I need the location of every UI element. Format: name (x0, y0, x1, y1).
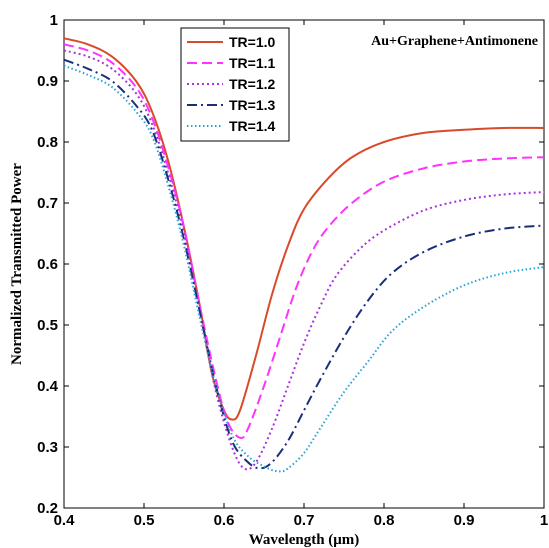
y-tick-label: 0.9 (37, 73, 58, 90)
x-tick-label: 1 (540, 512, 548, 529)
series-line-2 (63, 49, 545, 471)
y-axis-label: Normalized Transmitted Power (9, 163, 25, 365)
y-tick-label: 0.2 (37, 500, 58, 517)
y-tick-label: 0.6 (37, 256, 58, 273)
series-line-3 (63, 58, 545, 470)
x-axis-label: Wavelength (μm) (249, 532, 360, 548)
legend-label: TR=1.1 (229, 55, 276, 71)
axis-ticks: 0.4 0.5 0.6 0.7 0.8 0.9 1 0.2 0.3 0.4 0.5 0.6 0.7 0.8… (37, 12, 548, 529)
x-tick-label: 0.5 (134, 512, 155, 529)
y-tick-label: 0.8 (37, 134, 58, 151)
x-tick-label: 0.7 (294, 512, 315, 529)
legend-label: TR=1.3 (229, 97, 276, 113)
legend-label: TR=1.0 (229, 34, 276, 50)
chart-annotation: Au+Graphene+Antimonene (371, 34, 538, 49)
y-tick-label: 0.5 (37, 317, 58, 334)
x-tick-label: 0.4 (54, 512, 76, 529)
series-line-4 (63, 64, 545, 473)
legend-label: TR=1.4 (229, 118, 276, 134)
legend: TR=1.0 TR=1.1 TR=1.2 TR=1.3 TR=1.4 (180, 27, 290, 142)
y-tick-label: 0.4 (37, 378, 59, 395)
x-tick-label: 0.8 (374, 512, 395, 529)
x-tick-label: 0.9 (454, 512, 475, 529)
y-tick-label: 1 (50, 12, 58, 29)
series-line-0 (63, 37, 545, 421)
x-tick-label: 0.6 (214, 512, 235, 529)
series-line-1 (63, 43, 545, 440)
plot-area (63, 19, 545, 509)
y-tick-label: 0.3 (37, 439, 58, 456)
series-lines (63, 37, 545, 473)
legend-label: TR=1.2 (229, 76, 276, 92)
y-tick-label: 0.7 (37, 195, 58, 212)
